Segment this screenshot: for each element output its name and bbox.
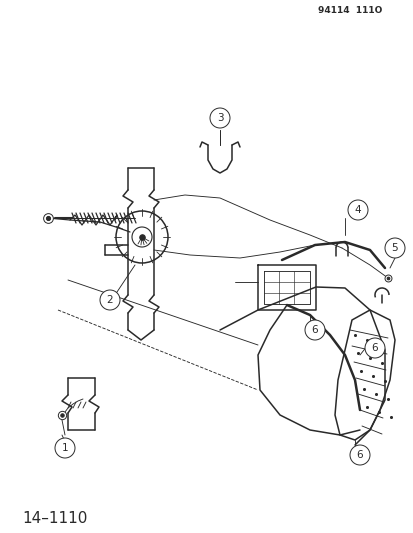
Circle shape [349, 445, 369, 465]
Text: 2: 2 [107, 295, 113, 305]
Text: 1: 1 [62, 443, 68, 453]
Text: 6: 6 [356, 450, 363, 460]
Text: 5: 5 [391, 243, 397, 253]
Text: 6: 6 [371, 343, 377, 353]
Circle shape [100, 290, 120, 310]
Circle shape [347, 200, 367, 220]
Text: 94114  111O: 94114 111O [317, 6, 381, 15]
Circle shape [209, 108, 230, 128]
Text: 3: 3 [216, 113, 223, 123]
Circle shape [304, 320, 324, 340]
Circle shape [364, 338, 384, 358]
Text: 4: 4 [354, 205, 361, 215]
Circle shape [384, 238, 404, 258]
Text: 14–1110: 14–1110 [23, 511, 88, 526]
Circle shape [55, 438, 75, 458]
Text: 6: 6 [311, 325, 318, 335]
